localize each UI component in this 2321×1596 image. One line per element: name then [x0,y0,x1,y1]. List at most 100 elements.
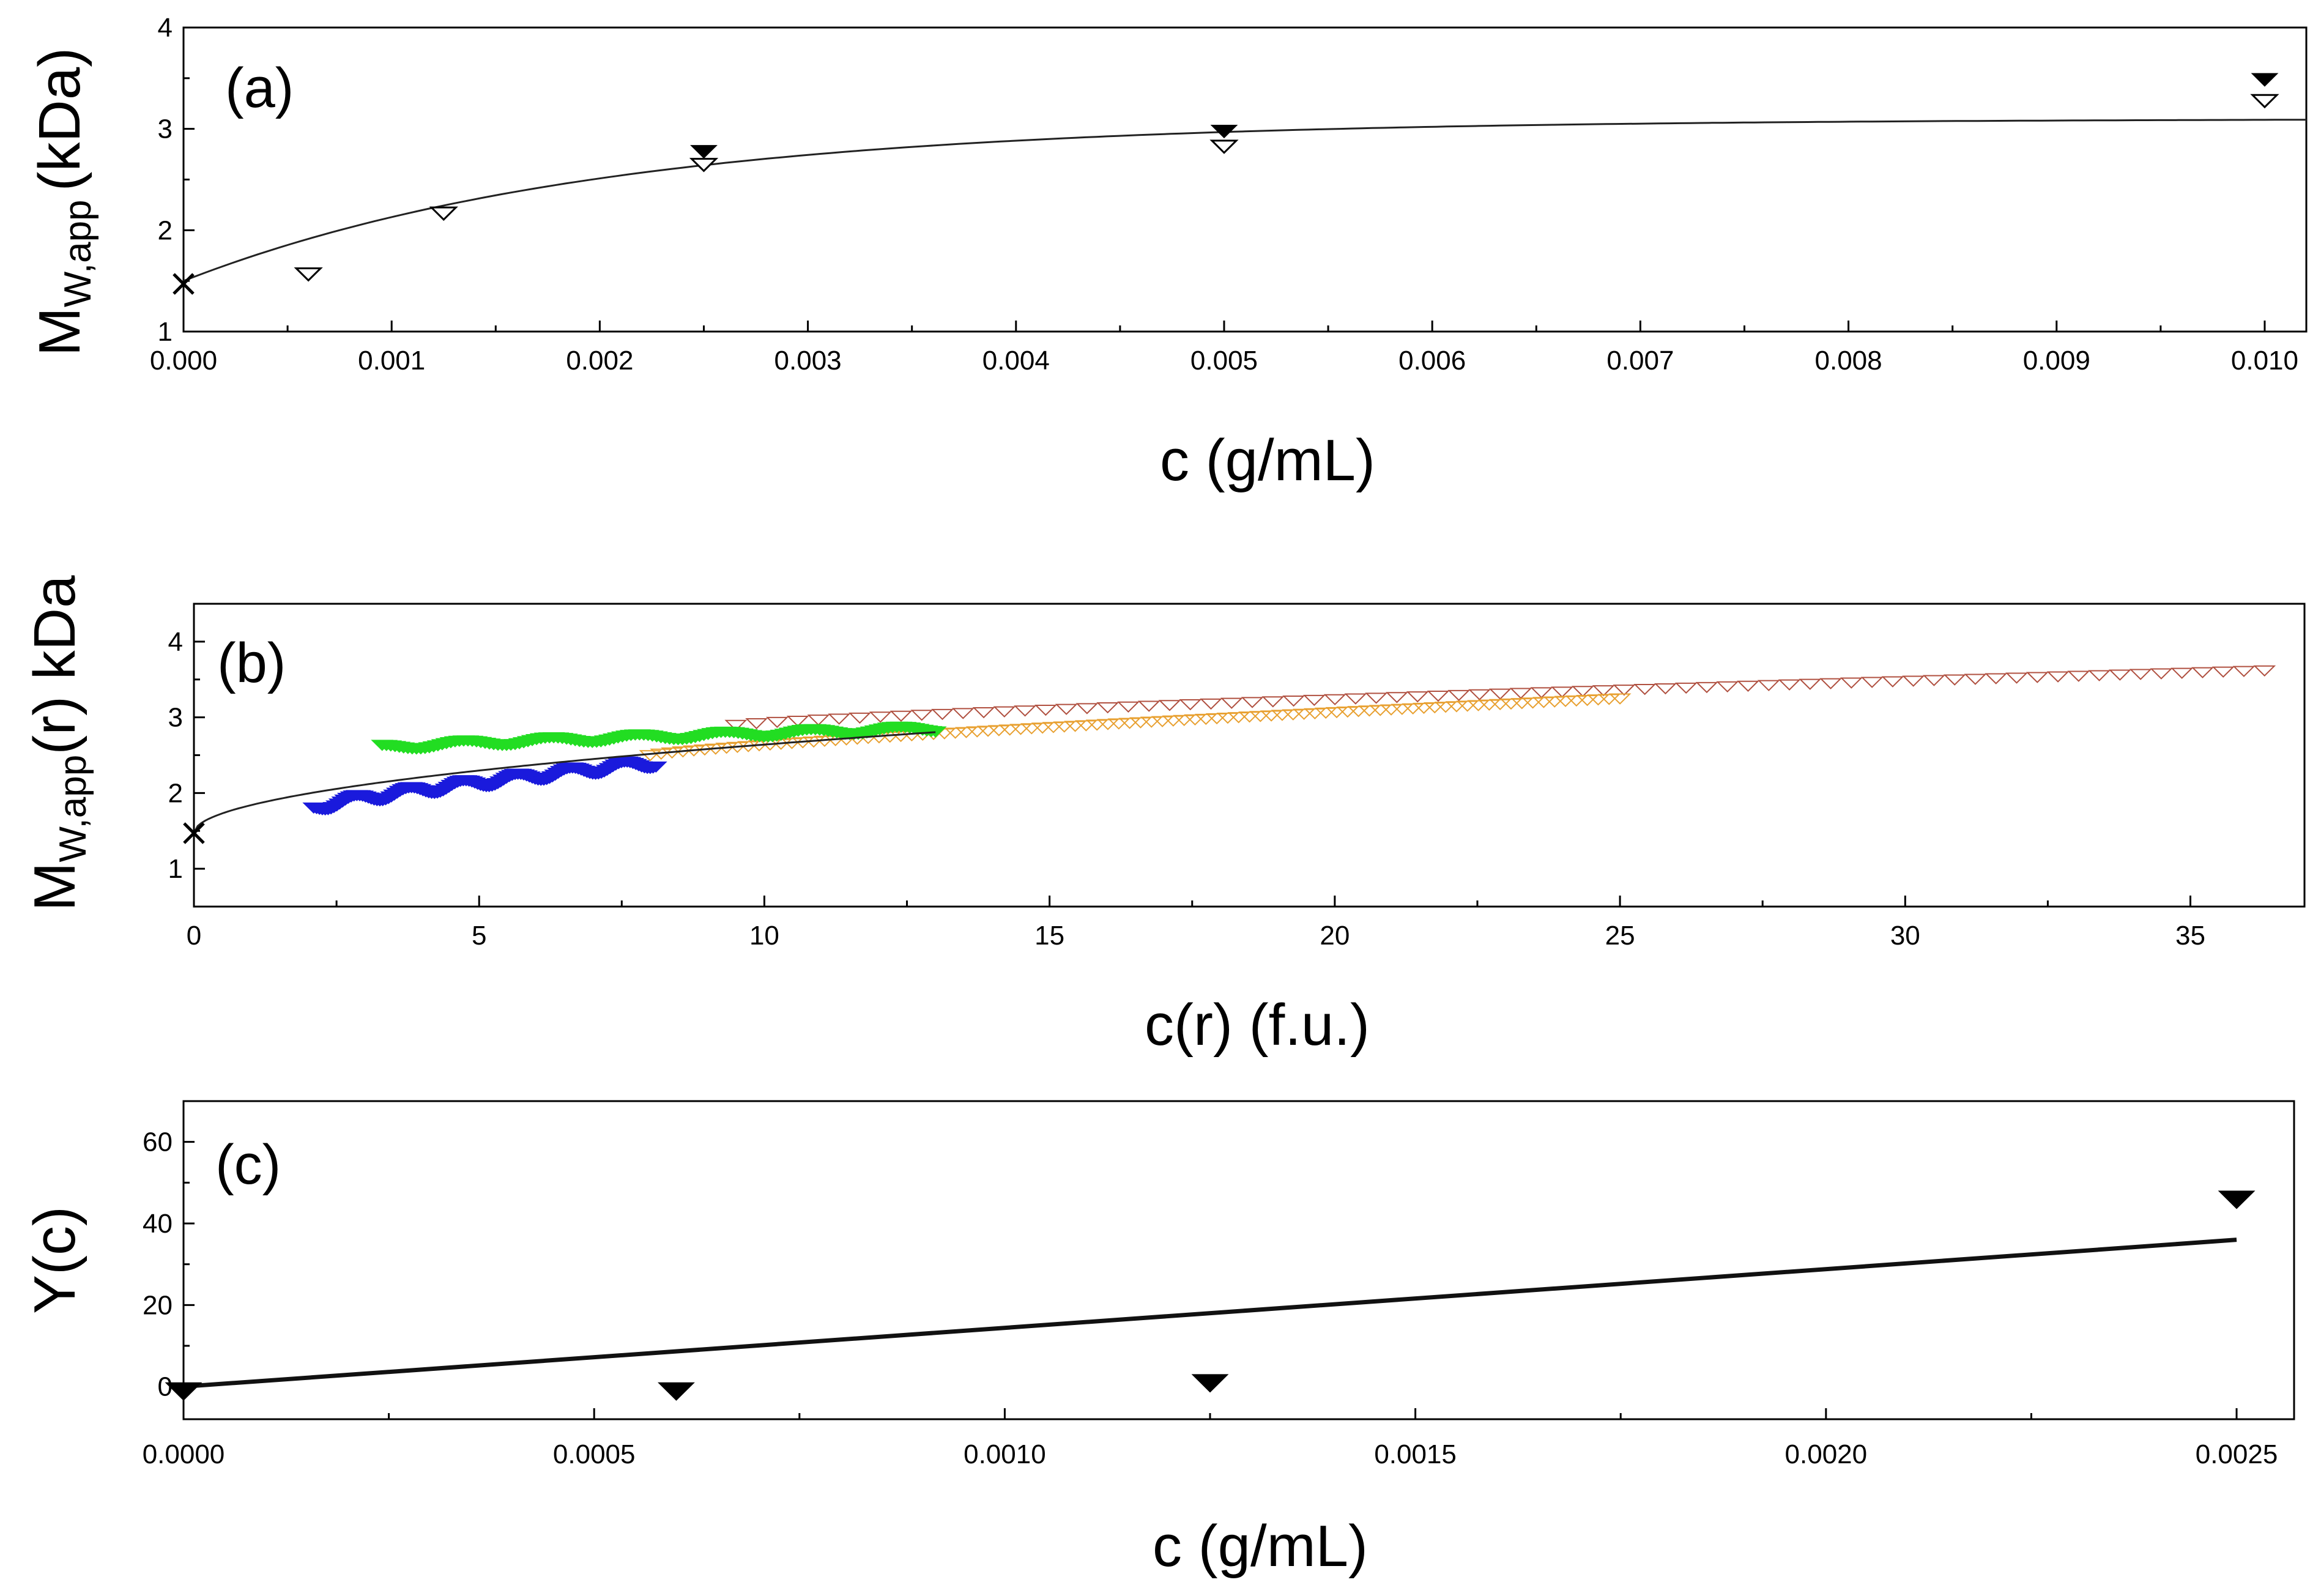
panel-b-point-orange [1107,718,1131,730]
x-tick-label: 0.006 [1398,346,1466,376]
x-tick-label: 0.005 [1190,346,1258,376]
panel-b-point-orange [1336,707,1359,718]
panel-b-point-brown [1860,677,1884,688]
x-tick-label: 0.004 [982,346,1050,376]
panel-b-point-brown [1509,688,1532,699]
panel-a-frame [182,26,2308,333]
panel-b-point-orange [1314,707,1337,719]
panel-b-point-brown [1034,704,1057,716]
x-tick-label: 20 [1320,921,1350,951]
panel-b-point-orange [1053,721,1076,733]
panel-b-point-brown [1447,689,1471,702]
panel-b-point-brown [1055,703,1078,715]
panel-b-point-orange [1543,696,1566,708]
panel-b-point-brown [828,713,851,725]
panel-b-point-orange [1140,716,1163,728]
panel-b-point-brown [1695,681,1718,694]
panel-b-point-orange [1151,716,1174,727]
panel-a-point-open [2250,94,2279,109]
panel-b-point-brown [1261,696,1285,708]
panel-b-point-orange [1238,711,1261,723]
panel-b-point-brown [1757,680,1780,691]
x-tick-label: 15 [1034,921,1064,951]
panel-c-point [1191,1374,1229,1393]
panel-b-point-orange [1031,722,1054,734]
panel-b-point-orange [1434,702,1457,713]
x-tick-label: 35 [2175,921,2205,951]
panel-b-marks [183,665,2276,844]
panel-b-point-brown [972,707,995,719]
panel-b-point-brown [807,714,830,726]
panel-b-point-orange [1423,702,1446,714]
x-tick-label: 0.0020 [1785,1439,1868,1469]
panel-b-point-brown [869,711,892,723]
panel-b-point-orange [1173,714,1196,726]
panel-c: (c) 0.0000 0.0005 0.0010 0.0015 0.0020 0.0025… [22,1100,2295,1579]
y-tick-label: 2 [158,215,173,245]
panel-b-point-brown [2108,669,2131,681]
y-tick-label: 40 [143,1209,173,1239]
panel-b-point-brown [1406,691,1429,703]
panel-b-point-orange [1074,720,1097,732]
panel-b-point-orange [965,726,989,738]
panel-b-point-brown [1468,689,1491,700]
x-tick-label: 0.0010 [964,1439,1046,1469]
y-tick-label: 1 [168,854,183,884]
panel-b-point-brown [1613,685,1636,696]
panel-b-point-brown [1488,688,1512,700]
panel-c-frame [182,1100,2295,1420]
y-tick-label: 3 [158,114,173,144]
panel-b-point-orange [1194,713,1217,726]
x-tick-label: 25 [1605,921,1635,951]
panel-b-point-brown [1302,694,1326,707]
panel-c-y-title: Y(c) [22,1206,87,1314]
panel-b-point-orange [1085,719,1109,731]
panel-b-point-orange [1227,712,1250,724]
panel-b: (b) 0 5 10 15 20 25 30 35 1 2 3 4 c(r) (f.u.) MW,a… [22,575,2306,1058]
panel-b-point-brown [1819,678,1843,689]
panel-a-label: (a) [225,57,294,119]
panel-b-point-brown [1592,685,1615,697]
x-tick-label: 0 [187,921,201,951]
y-tick-label: 1 [158,317,173,347]
panel-b-point-orange [998,724,1022,736]
panel-b-point-orange [987,725,1011,737]
panel-c-point [2218,1190,2256,1209]
panel-b-point-orange [1391,703,1414,715]
panel-b-point-orange [1271,710,1294,721]
panel-a-point-filled [2251,73,2279,87]
x-tick-label: 0.008 [1815,346,1882,376]
panel-a-x-title: c (g/mL) [1160,428,1375,493]
panel-b-point-brown [1014,705,1037,717]
panel-b-point-orange [1597,694,1621,705]
x-tick-label: 0.0005 [553,1439,636,1469]
x-tick-label: 0.000 [150,346,217,376]
panel-b-point-brown [724,719,748,732]
panel-b-point-orange [944,727,967,739]
panel-b-point-M1 [183,822,205,844]
panel-b-y-title-unit: (r) kDa [22,575,87,755]
panel-b-point-brown [1365,692,1388,704]
y-tick-label: 2 [168,778,183,808]
panel-b-point-orange [1587,694,1610,706]
panel-a-point-open [1209,139,1239,154]
panel-b-point-orange [1532,697,1555,708]
panel-b-point-brown [745,718,768,730]
panel-b-point-brown [2171,667,2194,679]
panel-b-point-brown [1323,694,1346,705]
panel-b-point-brown [1137,700,1160,712]
panel-b-point-orange [1205,713,1228,725]
panel-b-point-orange [1020,723,1043,735]
panel-b-point-orange [1216,712,1239,724]
panel-b-point-brown [1344,693,1367,705]
panel-b-xticks: 0 5 10 15 20 25 30 35 [187,896,2205,951]
panel-a-xticks: 0.000 0.001 0.002 0.003 0.004 0.005 0.006 0.007… [150,321,2298,376]
panel-b-point-brown [1075,703,1099,714]
panel-c-fit-line [183,1238,2237,1389]
panel-b-point-brown [2129,669,2152,680]
panel-b-point-orange [878,731,902,743]
panel-b-point-orange [1303,708,1326,719]
panel-b-point-brown [889,710,913,722]
